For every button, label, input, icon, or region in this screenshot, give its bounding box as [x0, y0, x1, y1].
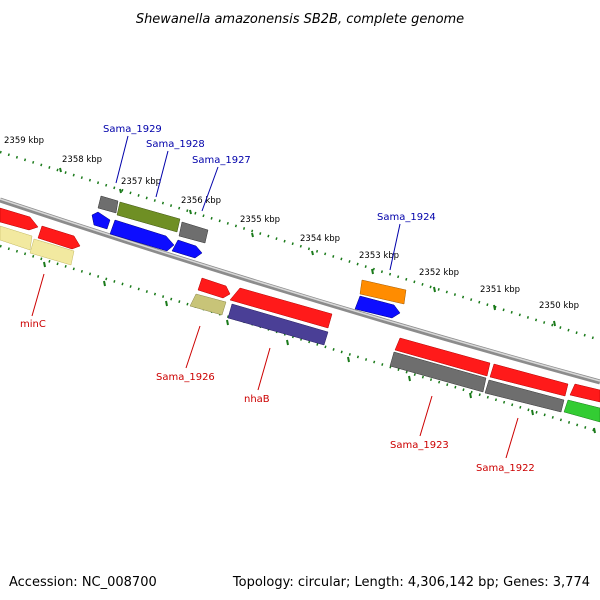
scale-label: 2358 kbp — [62, 155, 102, 165]
gene-box-khaki[interactable] — [189, 293, 227, 316]
gene-box-red[interactable] — [489, 363, 569, 397]
gene-box-gray[interactable] — [484, 379, 565, 413]
label-leader — [155, 150, 169, 198]
gene-arrow-blue[interactable] — [109, 219, 175, 252]
gene-arrow-red[interactable] — [197, 277, 231, 299]
scale-tick — [347, 356, 350, 363]
scale-tick — [371, 268, 374, 275]
scale-labels: 2359 kbp 2358 kbp 2357 kbp 2356 kbp 2355… — [4, 136, 579, 311]
scale-tick — [103, 280, 106, 287]
accession-text: Accession: NC_008700 — [9, 575, 157, 590]
gene-label-sama-1923[interactable]: Sama_1923 — [390, 440, 449, 451]
scale-tick — [493, 304, 496, 311]
scale-label: 2356 kbp — [181, 196, 221, 206]
scale-label: 2351 kbp — [480, 285, 520, 295]
outer-scale — [0, 150, 600, 342]
label-leader — [115, 135, 129, 184]
label-leader — [31, 273, 45, 317]
gene-box-green[interactable] — [563, 399, 600, 423]
scale-tick — [311, 250, 314, 256]
gene-label-sama-1928[interactable]: Sama_1928 — [146, 139, 205, 150]
scale-tick — [226, 319, 229, 326]
reverse-gene-labels: minC Sama_1926 nhaB Sama_1923 Sama_1922 — [20, 273, 535, 474]
gene-box-pale-yellow[interactable] — [29, 238, 75, 266]
gene-box-navy[interactable] — [227, 303, 329, 346]
scale-tick — [531, 409, 534, 416]
forward-genes — [0, 195, 600, 403]
scale-label: 2357 kbp — [121, 177, 161, 187]
scale-tick — [43, 261, 46, 268]
scale-label: 2353 kbp — [359, 251, 399, 261]
genome-stats-text: Topology: circular; Length: 4,306,142 bp… — [232, 575, 590, 590]
gene-arrow-red[interactable] — [0, 207, 39, 231]
genome-backbone — [0, 197, 600, 385]
scale-tick — [593, 427, 596, 434]
gene-label-minc[interactable]: minC — [20, 319, 46, 330]
label-leader — [419, 395, 433, 437]
scale-tick — [553, 320, 556, 327]
gene-label-sama-1922[interactable]: Sama_1922 — [476, 463, 535, 474]
gene-label-sama-1924[interactable]: Sama_1924 — [377, 212, 436, 223]
label-leader — [257, 347, 271, 391]
label-leader — [505, 417, 519, 459]
gene-arrow-blue[interactable] — [91, 211, 111, 230]
label-leader — [201, 166, 219, 212]
scale-label: 2359 kbp — [4, 136, 44, 146]
scale-tick — [59, 167, 62, 173]
inner-scale-dots — [0, 244, 600, 434]
scale-tick — [119, 188, 122, 194]
gene-label-sama-1929[interactable]: Sama_1929 — [103, 124, 162, 135]
gene-box-red[interactable] — [229, 287, 333, 329]
scale-label: 2352 kbp — [419, 268, 459, 278]
scale-tick — [189, 209, 192, 215]
gene-label-nhab[interactable]: nhaB — [244, 394, 270, 405]
figure-title: Shewanella amazonensis SB2B, complete ge… — [136, 12, 464, 27]
gene-box-gray[interactable] — [178, 221, 209, 244]
forward-gene-labels: Sama_1929 Sama_1928 Sama_1927 Sama_1924 — [103, 124, 436, 271]
scale-tick — [408, 375, 411, 382]
reverse-genes — [0, 211, 600, 423]
gene-arrow-blue[interactable] — [354, 295, 401, 319]
scale-tick — [433, 286, 436, 293]
gene-box-gray[interactable] — [389, 351, 487, 393]
gene-label-sama-1927[interactable]: Sama_1927 — [192, 155, 251, 166]
gene-arrow-red[interactable] — [569, 383, 600, 403]
scale-tick — [165, 300, 168, 307]
label-leader — [389, 223, 401, 271]
scale-label: 2350 kbp — [539, 301, 579, 311]
scale-tick — [286, 339, 289, 346]
gene-arrow-red[interactable] — [37, 225, 81, 250]
gene-box-orange[interactable] — [359, 279, 407, 305]
gene-label-sama-1926[interactable]: Sama_1926 — [156, 372, 215, 383]
gene-box-gray[interactable] — [97, 195, 119, 214]
scale-label: 2354 kbp — [300, 234, 340, 244]
gene-box-olive[interactable] — [116, 201, 181, 233]
inner-scale — [0, 244, 600, 434]
label-leader — [185, 325, 201, 369]
scale-label: 2355 kbp — [240, 215, 280, 225]
gene-box-red[interactable] — [394, 337, 491, 377]
scale-tick — [251, 232, 254, 238]
gene-box-pale-yellow[interactable] — [0, 225, 33, 251]
gene-arrow-blue[interactable] — [171, 239, 203, 259]
scale-tick — [469, 392, 472, 399]
backbone-highlight — [0, 198, 600, 382]
backbone-line — [0, 197, 600, 385]
